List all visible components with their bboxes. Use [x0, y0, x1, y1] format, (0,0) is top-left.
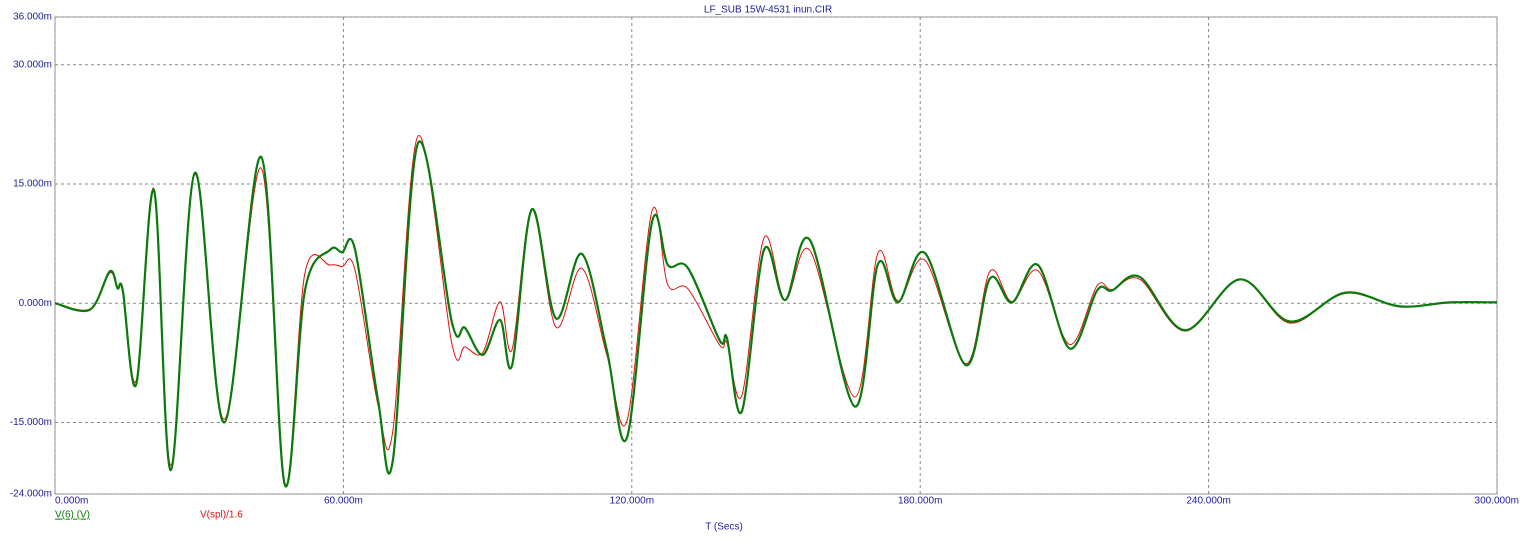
x-tick-label: 60.000m [324, 496, 363, 507]
y-tick-label: 0.000m [19, 298, 52, 309]
y-tick-label: 30.000m [13, 59, 52, 70]
x-tick-label: 300.000m [1475, 496, 1519, 507]
x-tick-label: 180.000m [898, 496, 942, 507]
y-tick-label: 36.000m [13, 12, 52, 23]
legend-entry: V(6) (V) [55, 510, 90, 521]
x-axis-label: T (Secs) [705, 522, 743, 533]
chart-title: LF_SUB 15W-4531 inun.CIR [704, 5, 832, 16]
x-tick-label: 0.000m [55, 496, 88, 507]
y-tick-label: 15.000m [13, 179, 52, 190]
legend-entry: V(spl)/1.6 [200, 510, 243, 521]
y-tick-label: -15.000m [10, 417, 52, 428]
x-tick-label: 240.000m [1186, 496, 1230, 507]
x-tick-label: 120.000m [610, 496, 654, 507]
series-line [54, 140, 1498, 488]
y-tick-label: -24.000m [10, 489, 52, 500]
series-line [54, 135, 1498, 488]
